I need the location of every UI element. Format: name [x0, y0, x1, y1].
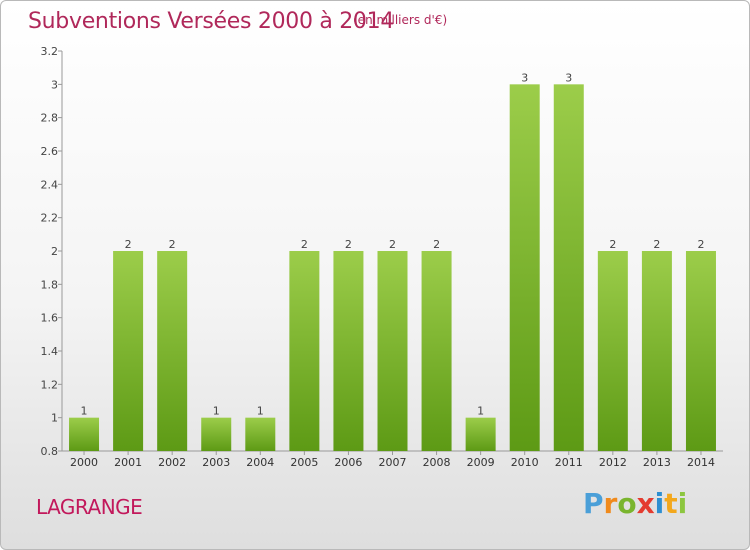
y-tick-label: 1.8	[41, 278, 59, 291]
x-tick-label: 2002	[158, 456, 186, 469]
y-tick-label: 1.2	[41, 378, 59, 391]
bar	[333, 251, 364, 451]
x-tick-label: 2005	[290, 456, 318, 469]
logo-letter: i	[677, 487, 688, 520]
y-tick-label: 1	[51, 412, 58, 425]
bar	[157, 251, 188, 451]
bar-value-label: 3	[565, 71, 572, 84]
bar	[69, 417, 100, 451]
logo-letter: t	[664, 487, 678, 520]
logo-letter: x	[636, 487, 655, 520]
bar-value-label: 1	[81, 405, 88, 418]
y-tick-label: 2.4	[41, 178, 59, 191]
chart-subtitle: (en milliers d'€)	[353, 13, 448, 27]
y-tick-label: 3.2	[41, 45, 59, 58]
bar-value-label: 2	[433, 238, 440, 251]
bar-value-label: 2	[697, 238, 704, 251]
bar	[245, 417, 276, 451]
x-tick-label: 2011	[555, 456, 583, 469]
commune-name: LAGRANGE	[36, 495, 143, 519]
bar-value-label: 2	[125, 238, 132, 251]
x-tick-label: 2000	[70, 456, 98, 469]
bar	[685, 251, 716, 451]
bar	[509, 84, 540, 451]
bar-value-label: 2	[345, 238, 352, 251]
bars	[69, 84, 716, 451]
y-tick-label: 2.6	[41, 145, 59, 158]
logo-letter: i	[654, 487, 665, 520]
logo-letter: o	[617, 487, 637, 520]
y-tick-label: 2	[51, 245, 58, 258]
bar	[597, 251, 628, 451]
x-tick-label: 2004	[246, 456, 274, 469]
x-tick-label: 2001	[114, 456, 142, 469]
bar-value-label: 1	[213, 405, 220, 418]
x-tick-label: 2014	[687, 456, 715, 469]
bar	[465, 417, 496, 451]
x-tick-label: 2008	[423, 456, 451, 469]
proxiti-logo: Proxiti	[583, 487, 687, 520]
bar	[553, 84, 584, 451]
y-tick-label: 2.2	[41, 212, 59, 225]
bar	[421, 251, 452, 451]
x-tick-label: 2013	[643, 456, 671, 469]
x-tick-label: 2003	[202, 456, 230, 469]
y-tick-label: 1.6	[41, 312, 59, 325]
bar-value-label: 2	[653, 238, 660, 251]
x-tick-label: 2009	[467, 456, 495, 469]
x-tick-label: 2007	[379, 456, 407, 469]
bar	[377, 251, 408, 451]
bar-value-label: 2	[301, 238, 308, 251]
chart-title: Subventions Versées 2000 à 2014	[28, 9, 395, 34]
x-tick-label: 2012	[599, 456, 627, 469]
x-tick-label: 2010	[511, 456, 539, 469]
bar	[641, 251, 672, 451]
bar	[201, 417, 232, 451]
bar-value-label: 1	[477, 405, 484, 418]
bar-value-label: 1	[257, 405, 264, 418]
y-tick-label: 0.8	[41, 445, 59, 458]
bar	[289, 251, 320, 451]
bar-value-label: 2	[389, 238, 396, 251]
logo-letter: r	[603, 487, 618, 520]
x-tick-label: 2006	[334, 456, 362, 469]
bar	[113, 251, 144, 451]
bar-value-label: 2	[609, 238, 616, 251]
bar-value-label: 3	[521, 71, 528, 84]
labels: 1 2000 2 2001 2 2002 1 2003 1 2004 2 2005 2 2006 2 2007…	[70, 71, 715, 469]
bar-value-label: 2	[169, 238, 176, 251]
y-tick-label: 3	[51, 78, 58, 91]
y-tick-label: 2.8	[41, 112, 59, 125]
y-tick-label: 1.4	[41, 345, 59, 358]
logo-letter: P	[583, 487, 604, 520]
